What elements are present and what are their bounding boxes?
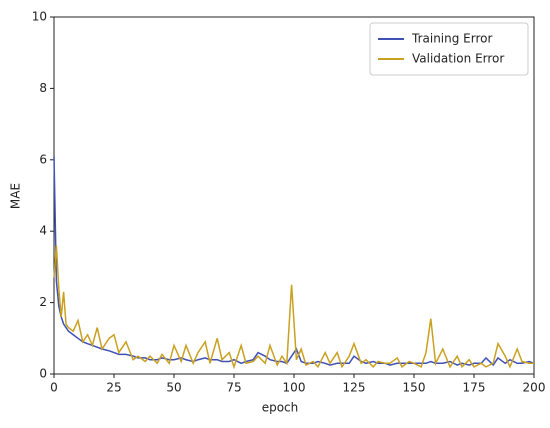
x-tick-label: 25 [106,381,121,395]
series-line [53,245,534,370]
x-tick-label: 200 [523,381,546,395]
legend-label: Training Error [411,32,492,46]
y-tick-label: 6 [39,152,47,166]
x-axis-label: epoch [262,401,299,415]
y-tick-label: 0 [39,367,47,381]
y-tick-label: 4 [39,224,47,238]
legend-box [369,22,529,76]
x-tick-label: 0 [50,381,58,395]
x-tick-label: 175 [463,381,486,395]
legend-label: Validation Error [412,52,504,66]
x-tick-label: 150 [403,381,426,395]
y-tick-label: 10 [32,10,47,24]
y-tick-label: 8 [39,81,47,95]
x-tick-label: 125 [343,381,366,395]
x-tick-label: 75 [226,381,241,395]
y-axis-label: MAE [9,183,23,209]
y-tick-label: 2 [39,295,47,309]
x-tick-label: 100 [283,381,306,395]
x-tick-label: 50 [166,381,181,395]
